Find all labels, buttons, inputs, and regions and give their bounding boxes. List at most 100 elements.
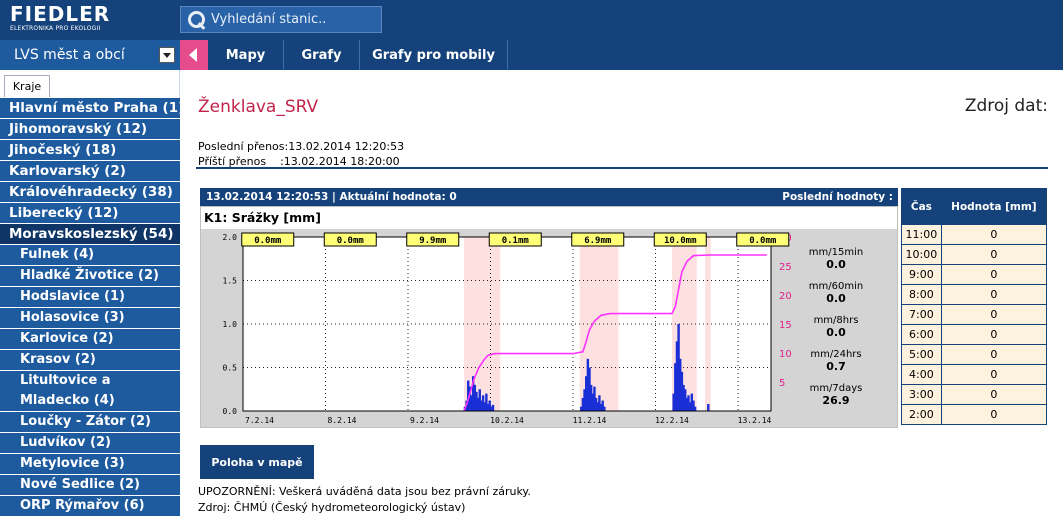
- daily-total-box: [571, 232, 625, 247]
- collapse-sidebar-button[interactable]: [180, 40, 208, 70]
- table-cell-value: 0: [940, 264, 1048, 285]
- precipitation-bar: [476, 397, 480, 411]
- precipitation-bar: [685, 397, 689, 411]
- region-select-label: LVS měst a obcí: [14, 47, 125, 63]
- stat-value: 0.7: [826, 360, 846, 373]
- sidebar-item-kraj[interactable]: Jihočeský (18): [0, 140, 180, 161]
- sidebar-item-kraj-active[interactable]: Moravskoslezský (54): [0, 224, 180, 245]
- table-cell-time: 11:00: [901, 224, 942, 245]
- fiedler-logo[interactable]: FIEDLER ELEKTRONIKA PRO EKOLOGII: [10, 3, 110, 32]
- precipitation-bar: [682, 384, 685, 411]
- precipitation-bar: [679, 358, 682, 411]
- daily-total-box: [241, 232, 295, 247]
- sidebar-item-obec[interactable]: Hladké Životice (2): [0, 266, 180, 287]
- y-right-tick-label: 10: [779, 349, 792, 360]
- sidebar-item-obec[interactable]: Loučky - Zátor (2): [0, 412, 180, 433]
- table-cell-time: 10:00: [901, 244, 942, 265]
- y-right-tick-label: 20: [779, 291, 792, 302]
- sidebar-item-obec[interactable]: Hodslavice (1): [0, 287, 180, 308]
- sidebar-item-obec[interactable]: Litultovice a Mladecko (4): [0, 371, 180, 412]
- stat-label: mm/15min: [808, 247, 864, 258]
- stat-value: 26.9: [822, 394, 850, 407]
- tab-mapy[interactable]: Mapy: [208, 40, 284, 70]
- precipitation-bar: [674, 363, 677, 411]
- precipitation-chart: 0.00.51.01.52.0510152025307.2.148.2.149.…: [223, 232, 792, 425]
- sidebar: Kraje Hlavní město Praha (1) Jihomoravsk…: [0, 70, 180, 517]
- table-row: 9:00 0: [901, 264, 1048, 285]
- sidebar-item-obec[interactable]: Fulnek (4): [0, 245, 180, 266]
- sidebar-item-obec[interactable]: Metylovice (3): [0, 454, 180, 475]
- precipitation-bar: [688, 402, 692, 411]
- last-values-table: Čas Hodnota [mm] 11:00 0 10:00 0 9:00 0 8:0…: [901, 188, 1048, 425]
- station-search[interactable]: [180, 6, 382, 33]
- table-row: 8:00 0: [901, 284, 1048, 305]
- table-cell-value: 0: [940, 344, 1048, 365]
- sidebar-item-kraj[interactable]: Karlovarský (2): [0, 161, 180, 182]
- precipitation-bar: [481, 395, 485, 411]
- table-cell-value: 0: [940, 384, 1048, 405]
- precipitation-bar: [693, 406, 697, 411]
- region-list: Hlavní město Praha (1) Jihomoravský (12)…: [0, 98, 180, 517]
- transfer-info: Poslední přenos:13.02.2014 12:20:53 Příš…: [198, 139, 404, 169]
- precipitation-bar: [581, 397, 585, 411]
- search-input[interactable]: [208, 7, 378, 32]
- stat-label: mm/60min: [808, 281, 864, 292]
- precipitation-bar: [690, 393, 693, 411]
- precipitation-bar: [684, 389, 687, 411]
- precipitation-bar: [599, 404, 603, 411]
- precipitation-bar: [596, 402, 599, 411]
- tab-kraje[interactable]: Kraje: [4, 75, 50, 97]
- tab-grafy-pro-mobily[interactable]: Grafy pro mobily: [360, 40, 508, 70]
- daily-total-label: 0.0mm: [749, 236, 777, 246]
- sidebar-item-obec[interactable]: Nové Sedlice (2): [0, 475, 180, 496]
- table-row: 6:00 0: [901, 324, 1048, 345]
- sidebar-item-kraj[interactable]: Hlavní město Praha (1): [0, 98, 180, 119]
- sidebar-item-kraj[interactable]: Liberecký (12): [0, 203, 180, 224]
- x-tick-label: 8.2.14: [328, 416, 357, 425]
- sidebar-item-obec[interactable]: Holasovice (3): [0, 308, 180, 329]
- table-row: 5:00 0: [901, 344, 1048, 365]
- map-location-button[interactable]: Poloha v mapě: [200, 445, 314, 479]
- stat-label: mm/7days: [809, 383, 863, 394]
- chevron-down-icon[interactable]: [159, 47, 175, 63]
- disclaimer-text: UPOZORNĚNÍ: Veškerá uváděná data jsou be…: [198, 485, 531, 498]
- sidebar-item-kraj[interactable]: Královéhradecký (38): [0, 182, 180, 203]
- y-right-tick-label: 25: [779, 262, 792, 273]
- divider: [196, 167, 1048, 169]
- sidebar-item-obec[interactable]: Ludvíkov (2): [0, 433, 180, 454]
- sidebar-item-obec[interactable]: Karlovice (2): [0, 329, 180, 350]
- precipitation-bar: [603, 406, 606, 411]
- precipitation-bar: [483, 402, 486, 411]
- region-select[interactable]: LVS měst a obcí: [0, 40, 180, 70]
- precipitation-bar: [593, 386, 596, 411]
- last-values-label: Poslední hodnoty :: [782, 191, 893, 203]
- precipitation-bar: [491, 404, 495, 411]
- y-left-tick-label: 1.0: [223, 320, 238, 329]
- table-cell-value: 0: [940, 364, 1048, 385]
- x-tick-label: 11.2.14: [573, 416, 607, 425]
- next-transfer: Příští přenos :13.02.2014 18:20:00: [198, 155, 400, 168]
- precipitation-bar: [471, 376, 475, 411]
- precipitation-bar: [467, 380, 470, 411]
- rain-period-band: [464, 237, 501, 411]
- stat-8hrs: mm/8hrs 0.0: [781, 315, 891, 349]
- y-left-tick-label: 0.5: [223, 364, 238, 373]
- x-tick-label: 7.2.14: [245, 416, 274, 425]
- stat-24hrs: mm/24hrs 0.7: [781, 349, 891, 383]
- precipitation-bar: [707, 404, 710, 411]
- daily-total-box: [736, 232, 790, 247]
- tab-grafy[interactable]: Grafy: [284, 40, 360, 70]
- precipitation-bar: [583, 389, 586, 411]
- precipitation-bar: [680, 371, 684, 411]
- disclaimer: UPOZORNĚNÍ: Veškerá uváděná data jsou be…: [198, 484, 531, 516]
- sidebar-item-obec[interactable]: Krasov (2): [0, 350, 180, 371]
- sidebar-item-kraj[interactable]: Jihomoravský (12): [0, 119, 180, 140]
- chart-header-text: 13.02.2014 12:20:53 | Aktuální hodnota: …: [206, 191, 457, 203]
- top-header: FIEDLER ELEKTRONIKA PRO EKOLOGII: [0, 0, 1063, 40]
- search-icon[interactable]: [186, 9, 208, 31]
- table-row: 10:00 0: [901, 244, 1048, 265]
- table-row: 2:00 0: [901, 404, 1048, 425]
- precipitation-bar: [598, 395, 601, 411]
- y-left-tick-label: 0.0: [223, 407, 238, 416]
- sidebar-item-obec[interactable]: ORP Rýmařov (6): [0, 496, 180, 517]
